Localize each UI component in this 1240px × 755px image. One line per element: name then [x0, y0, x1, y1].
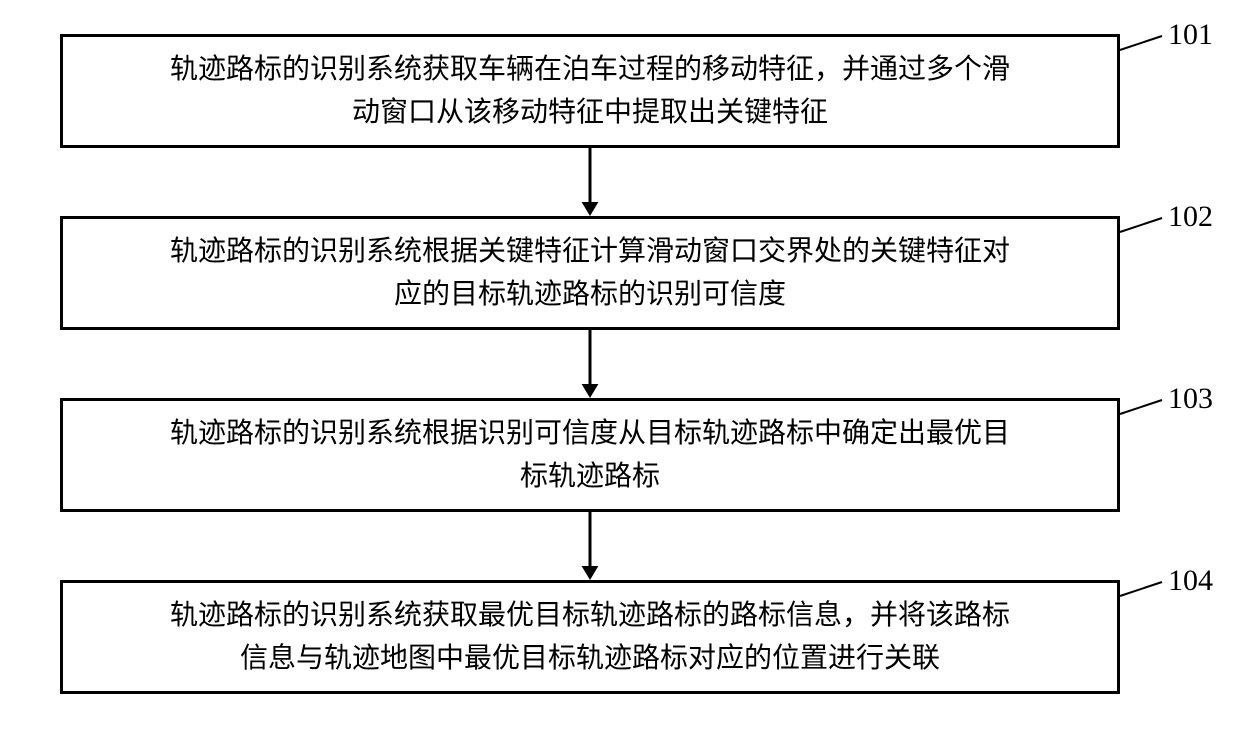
flowchart-canvas: 轨迹路标的识别系统获取车辆在泊车过程的移动特征，并通过多个滑 动窗口从该移动特征… [0, 0, 1240, 755]
edge-103-104 [0, 0, 1240, 755]
